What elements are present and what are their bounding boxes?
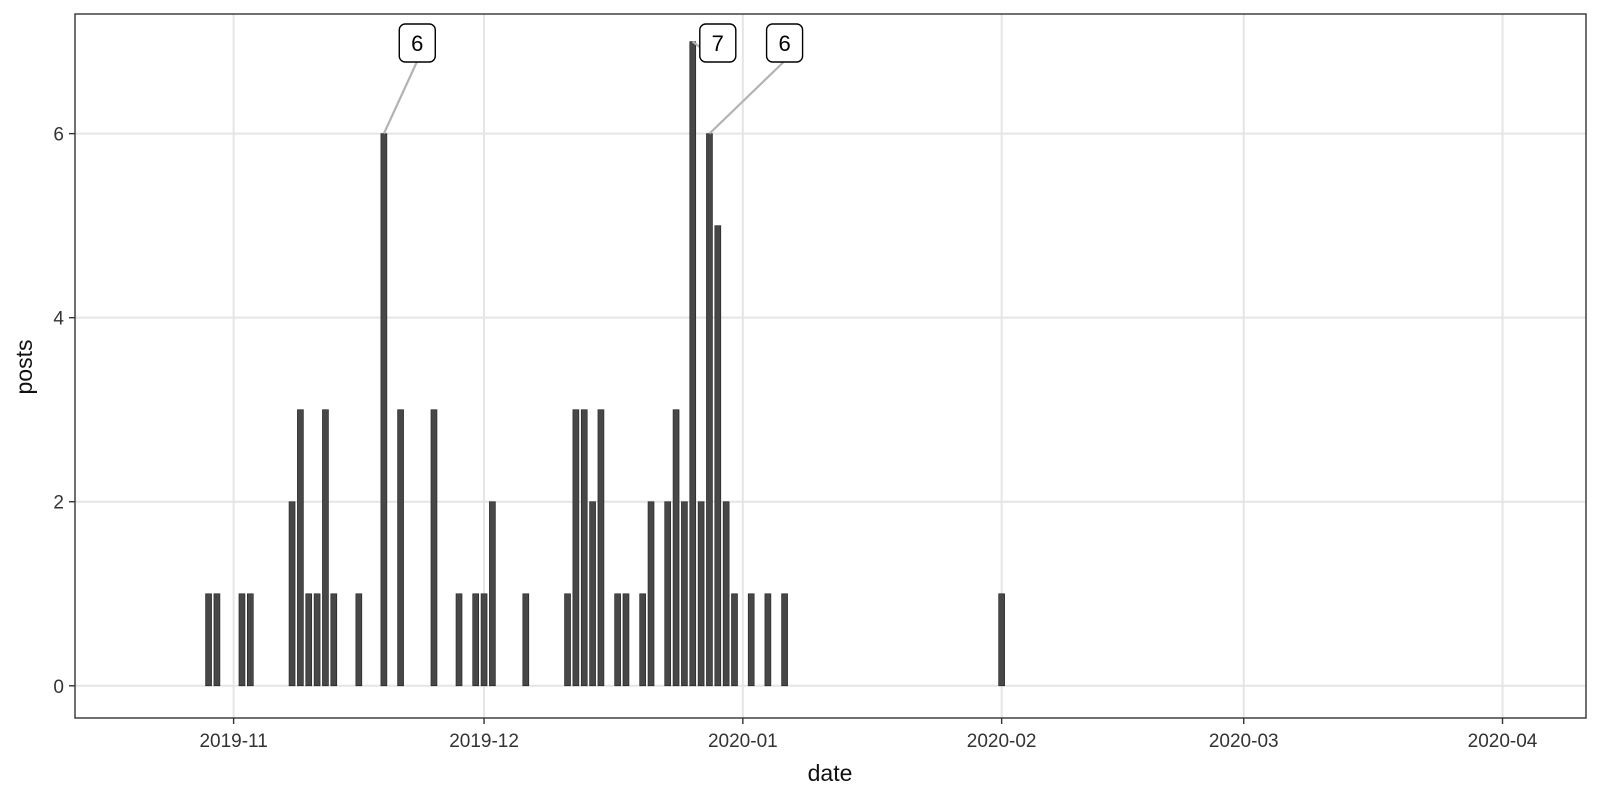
bar (480, 593, 488, 687)
bar (397, 409, 404, 687)
y-tick-label: 2 (53, 493, 64, 514)
bar (622, 593, 630, 687)
bar (489, 501, 496, 687)
x-tick-label: 2019-12 (449, 731, 519, 752)
callout-label: 6 (411, 31, 423, 56)
y-tick-label: 4 (53, 309, 64, 330)
bar (580, 409, 588, 687)
bar (681, 501, 688, 687)
bar (213, 593, 221, 687)
bar (238, 593, 246, 687)
bar (330, 593, 338, 687)
x-tick-label: 2020-02 (967, 731, 1037, 752)
x-axis-title: date (808, 760, 853, 786)
axis-layer: 0 2 4 6 2019-11 2019-12 2020-01 2020-02 2020-03 2… (53, 13, 1587, 752)
bar (322, 409, 329, 687)
bar (722, 501, 730, 687)
bar (731, 593, 738, 687)
callout-box (398, 23, 436, 63)
callout-layer: 6 7 6 (382, 23, 804, 135)
x-tick-label: 2020-03 (1209, 731, 1279, 752)
bar (639, 593, 646, 687)
bar (430, 409, 438, 687)
bar (305, 593, 313, 687)
bar (572, 409, 580, 687)
bar (664, 501, 672, 687)
y-tick-label: 6 (53, 125, 64, 146)
bar-layer (205, 41, 1005, 687)
bar (589, 501, 596, 687)
bar (747, 593, 755, 687)
bar (313, 593, 321, 687)
bar (247, 593, 254, 687)
callout-box (765, 23, 804, 63)
bar (689, 41, 697, 687)
bar (597, 409, 605, 687)
bar (714, 225, 722, 687)
callout-label: 7 (712, 31, 724, 56)
bar (564, 593, 571, 687)
bar (522, 593, 530, 687)
bar (706, 133, 713, 687)
bar (781, 593, 788, 687)
bar (764, 593, 772, 687)
x-tick-label: 2020-04 (1468, 731, 1538, 752)
bar (998, 593, 1005, 687)
callout-label: 6 (778, 31, 790, 56)
y-tick-label: 0 (53, 677, 64, 698)
y-axis-title: posts (11, 340, 37, 395)
callout-leader-line (382, 60, 419, 135)
x-tick-label: 2019-11 (199, 731, 267, 752)
bar (297, 409, 304, 687)
panel-border (74, 13, 1587, 719)
bar (205, 593, 212, 687)
bar (647, 501, 655, 687)
bar (697, 501, 705, 687)
bar (672, 409, 680, 687)
bar (614, 593, 621, 687)
bar (380, 133, 388, 687)
bar (288, 501, 296, 687)
bar (355, 593, 363, 687)
bar (472, 593, 480, 687)
bar (455, 593, 463, 687)
callout-box (699, 23, 737, 63)
x-tick-label: 2020-01 (708, 731, 778, 752)
callout-leader-line (708, 60, 786, 135)
